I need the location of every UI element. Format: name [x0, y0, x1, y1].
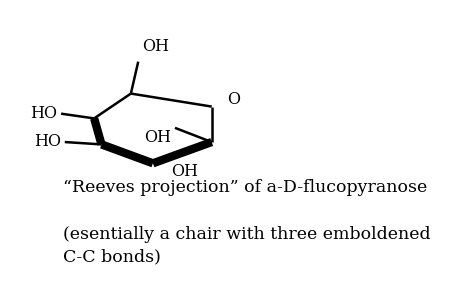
- Text: O: O: [228, 91, 240, 108]
- Text: HO: HO: [34, 133, 61, 150]
- Text: “Reeves projection” of a-D-flucopyranose: “Reeves projection” of a-D-flucopyranose: [63, 179, 427, 196]
- Text: OH: OH: [144, 129, 171, 146]
- Text: OH: OH: [171, 163, 198, 180]
- Text: (esentially a chair with three emboldened
C-C bonds): (esentially a chair with three emboldene…: [63, 226, 430, 265]
- Text: OH: OH: [142, 37, 169, 55]
- Text: HO: HO: [30, 105, 57, 122]
